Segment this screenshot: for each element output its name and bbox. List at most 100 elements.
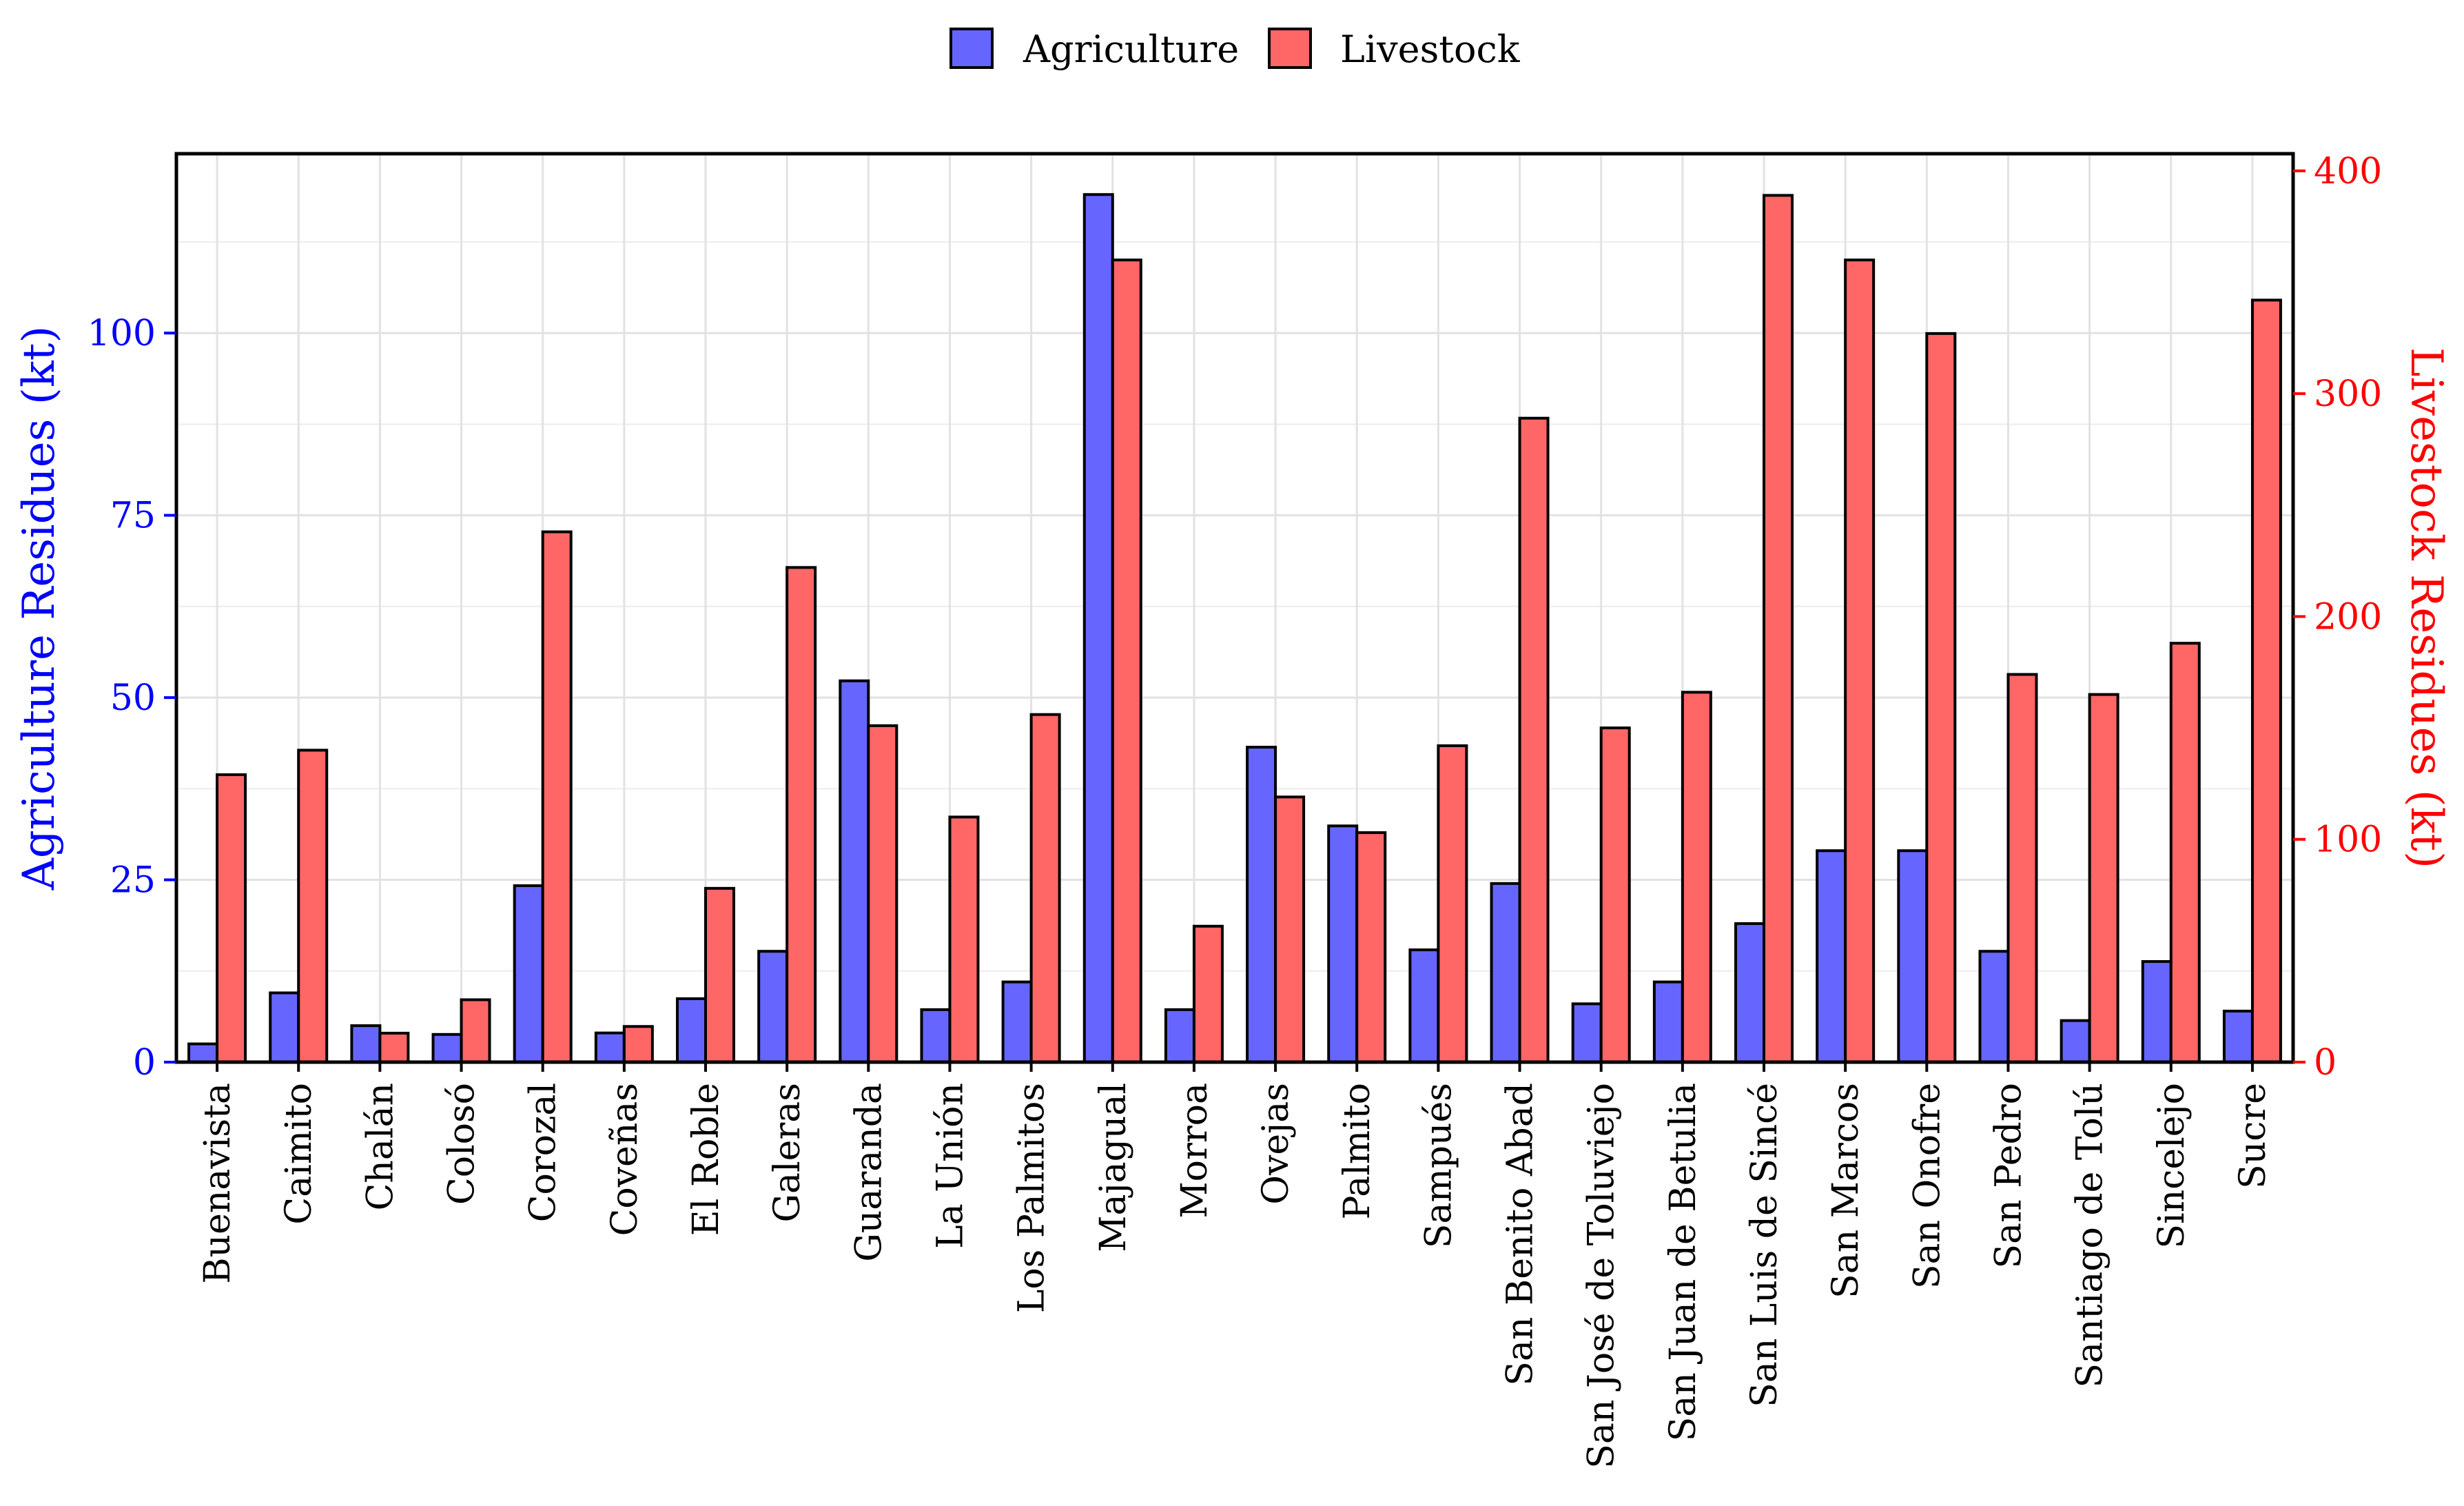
y-left-tick-label: 100 [88, 313, 156, 354]
x-tick-label: San Juan de Betulia [1663, 1083, 1704, 1441]
bar-agriculture-san-luis-de-sincé [1734, 922, 1765, 1064]
x-tick-label: San Onofre [1907, 1083, 1948, 1289]
x-tick-label: Majagual [1093, 1083, 1134, 1252]
plot-frame [174, 152, 2295, 1064]
x-tick-label: Colosó [442, 1083, 483, 1205]
y-left-tick-label: 0 [133, 1042, 156, 1083]
bar-agriculture-santiago-de-tolú [2060, 1019, 2091, 1064]
x-tick-label: Sucre [2232, 1083, 2274, 1189]
x-tick-label: Palmito [1337, 1083, 1378, 1219]
bar-agriculture-galeras [757, 950, 789, 1064]
bar-livestock-sincelejo [2169, 642, 2201, 1064]
bar-agriculture-san-josé-de-toluviejo [1571, 1002, 1603, 1064]
bar-agriculture-san-pedro [1978, 950, 2010, 1064]
legend-label-livestock: Livestock [1340, 28, 1521, 71]
bar-livestock-sampués [1437, 744, 1468, 1064]
bar-agriculture-san-onofre [1897, 849, 1929, 1064]
y-left-tick-label: 50 [110, 678, 156, 719]
bar-agriculture-colosó [431, 1032, 463, 1064]
bar-agriculture-palmito [1327, 824, 1359, 1064]
x-tick-label: Ovejas [1255, 1083, 1297, 1205]
y-axis-left-title: Agriculture Residues (kt) [14, 326, 65, 891]
x-tick-label: San Benito Abad [1500, 1083, 1541, 1386]
bar-agriculture-caimito [269, 991, 300, 1064]
bar-livestock-guaranda [867, 724, 899, 1064]
legend-swatch-livestock [1268, 28, 1312, 69]
bar-agriculture-san-benito-abad [1490, 882, 1521, 1064]
bar-agriculture-los-palmitos [1001, 980, 1033, 1064]
bar-livestock-san-onofre [1925, 332, 1957, 1064]
x-tick-label: Morroa [1174, 1083, 1215, 1219]
bar-agriculture-coveñas [594, 1031, 626, 1064]
bar-agriculture-guaranda [839, 679, 870, 1064]
bar-livestock-galeras [786, 566, 817, 1064]
x-tick-label: Chalán [360, 1083, 401, 1210]
x-tick-label: Coveñas [604, 1083, 646, 1236]
legend-swatch-agriculture [949, 28, 994, 69]
bar-agriculture-chalán [350, 1024, 382, 1064]
x-tick-label: San José de Toluviejo [1581, 1083, 1623, 1469]
bar-livestock-san-juan-de-betulia [1681, 691, 1712, 1064]
bar-livestock-chalán [378, 1031, 410, 1064]
bar-agriculture-san-juan-de-betulia [1652, 980, 1684, 1064]
bar-agriculture-majagual [1082, 193, 1114, 1064]
bar-agriculture-sincelejo [2141, 960, 2173, 1064]
bar-livestock-colosó [460, 998, 491, 1064]
bar-agriculture-buenavista [187, 1042, 219, 1064]
bar-agriculture-corozal [513, 884, 544, 1064]
x-tick-label: Sampués [1418, 1083, 1459, 1248]
bar-agriculture-sampués [1408, 948, 1440, 1064]
bar-livestock-el-roble [704, 886, 735, 1064]
bar-livestock-santiago-de-tolú [2088, 693, 2119, 1064]
bar-livestock-la-unión [948, 815, 980, 1064]
x-tick-label: Buenavista [197, 1083, 238, 1284]
bar-livestock-sucre [2250, 298, 2282, 1064]
bar-livestock-san-luis-de-sincé [1763, 194, 1794, 1064]
bar-livestock-morroa [1192, 924, 1224, 1064]
bar-agriculture-la-unión [920, 1008, 952, 1064]
y-right-tick-label: 400 [2314, 151, 2382, 192]
x-tick-label: San Luis de Sincé [1744, 1083, 1785, 1407]
bar-agriculture-morroa [1164, 1008, 1195, 1064]
bar-livestock-san-pedro [2006, 673, 2038, 1064]
y-right-tick-label: 200 [2314, 596, 2382, 638]
x-tick-label: Sincelejo [2151, 1083, 2193, 1248]
bar-livestock-palmito [1355, 831, 1387, 1064]
y-right-tick-label: 0 [2314, 1042, 2337, 1083]
bar-livestock-san-josé-de-toluviejo [1599, 726, 1631, 1064]
category-labels: Buenavista Caimito Chalán Colosó Corozal Cove… [197, 1083, 2274, 1469]
x-tick-label: San Marcos [1825, 1083, 1867, 1299]
bar-agriculture-ovejas [1246, 746, 1277, 1064]
y-left-tick-label: 25 [110, 860, 156, 902]
bars [187, 193, 2282, 1064]
bar-agriculture-san-marcos [1816, 849, 1847, 1064]
bar-livestock-corozal [541, 530, 573, 1064]
x-tick-label: Los Palmitos [1012, 1083, 1053, 1313]
bar-livestock-majagual [1111, 258, 1142, 1064]
axes: 0 25 50 75 100 0 100 200 300 400 [88, 151, 2383, 1083]
legend-label-agriculture: Agriculture [1023, 28, 1239, 71]
bar-livestock-caimito [297, 749, 329, 1064]
bar-livestock-san-benito-abad [1518, 416, 1550, 1064]
x-tick-label: Corozal [523, 1083, 564, 1222]
bar-agriculture-el-roble [676, 997, 707, 1064]
x-tick-label: La Unión [930, 1083, 971, 1249]
y-left-tick-label: 75 [110, 496, 156, 537]
y-axis-right-title: Livestock Residues (kt) [2401, 347, 2452, 868]
bar-agriculture-sucre [2222, 1009, 2254, 1064]
y-right-tick-label: 300 [2314, 374, 2382, 415]
bar-livestock-ovejas [1274, 795, 1306, 1064]
x-tick-label: Guaranda [848, 1083, 890, 1262]
x-tick-label: Santiago de Tolú [2070, 1083, 2111, 1387]
bar-livestock-coveñas [622, 1025, 654, 1064]
legend: Agriculture Livestock [949, 28, 1521, 71]
bar-livestock-los-palmitos [1029, 713, 1061, 1064]
x-tick-label: El Roble [686, 1083, 727, 1236]
bar-livestock-san-marcos [1844, 258, 1876, 1064]
x-tick-label: San Pedro [1988, 1083, 2029, 1269]
gridlines [176, 154, 2293, 1064]
y-right-tick-label: 100 [2314, 820, 2382, 861]
x-tick-label: Caimito [278, 1083, 320, 1225]
x-tick-label: Galeras [767, 1083, 808, 1223]
